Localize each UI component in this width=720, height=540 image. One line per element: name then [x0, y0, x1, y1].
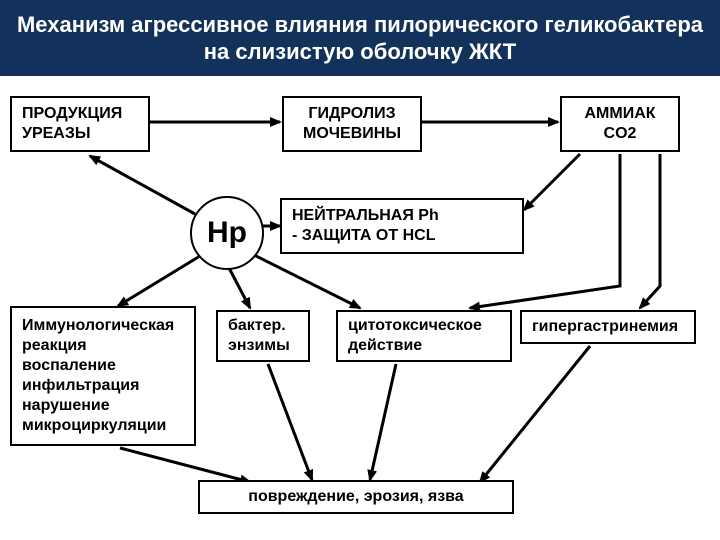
node-ammonia: АММИАК CO2 — [560, 96, 680, 152]
arrow-ammonia-to-gastrin — [640, 154, 660, 308]
arrow-ammonia-to-neutral — [524, 154, 580, 210]
node-immuno-reaction: Иммунологическая реакция воспаление инфи… — [10, 306, 196, 446]
diagram-area: ПРОДУКЦИЯ УРЕАЗЫ ГИДРОЛИЗ МОЧЕВИНЫ АММИА… — [0, 76, 720, 540]
arrow-enzymes-to-lesion — [268, 364, 312, 480]
node-hypergastrinemia: гипергастринемия — [520, 310, 696, 344]
arrow-hp-to-enzymes — [228, 266, 250, 308]
node-hydrolysis: ГИДРОЛИЗ МОЧЕВИНЫ — [282, 96, 422, 152]
node-bacterial-enzymes: бактер. энзимы — [216, 310, 310, 362]
node-cytotoxic: цитотоксическое действие — [336, 310, 512, 362]
node-hp: Hp — [190, 196, 264, 270]
node-urease: ПРОДУКЦИЯ УРЕАЗЫ — [10, 96, 150, 152]
node-lesion: повреждение, эрозия, язва — [198, 480, 514, 514]
arrow-gastrin-to-lesion — [480, 346, 590, 482]
arrow-hp-to-cytotox — [252, 254, 360, 308]
arrow-hp-to-urease — [90, 156, 195, 214]
arrow-immuno-to-lesion — [120, 448, 250, 482]
arrow-hp-to-immuno — [118, 256, 200, 306]
page-title: Механизм агрессивное влияния пилорическо… — [0, 0, 720, 76]
arrow-cytotox-to-lesion — [370, 364, 396, 480]
node-neutral-ph: НЕЙТРАЛЬНАЯ Ph - ЗАЩИТА ОТ HCL — [280, 198, 524, 254]
